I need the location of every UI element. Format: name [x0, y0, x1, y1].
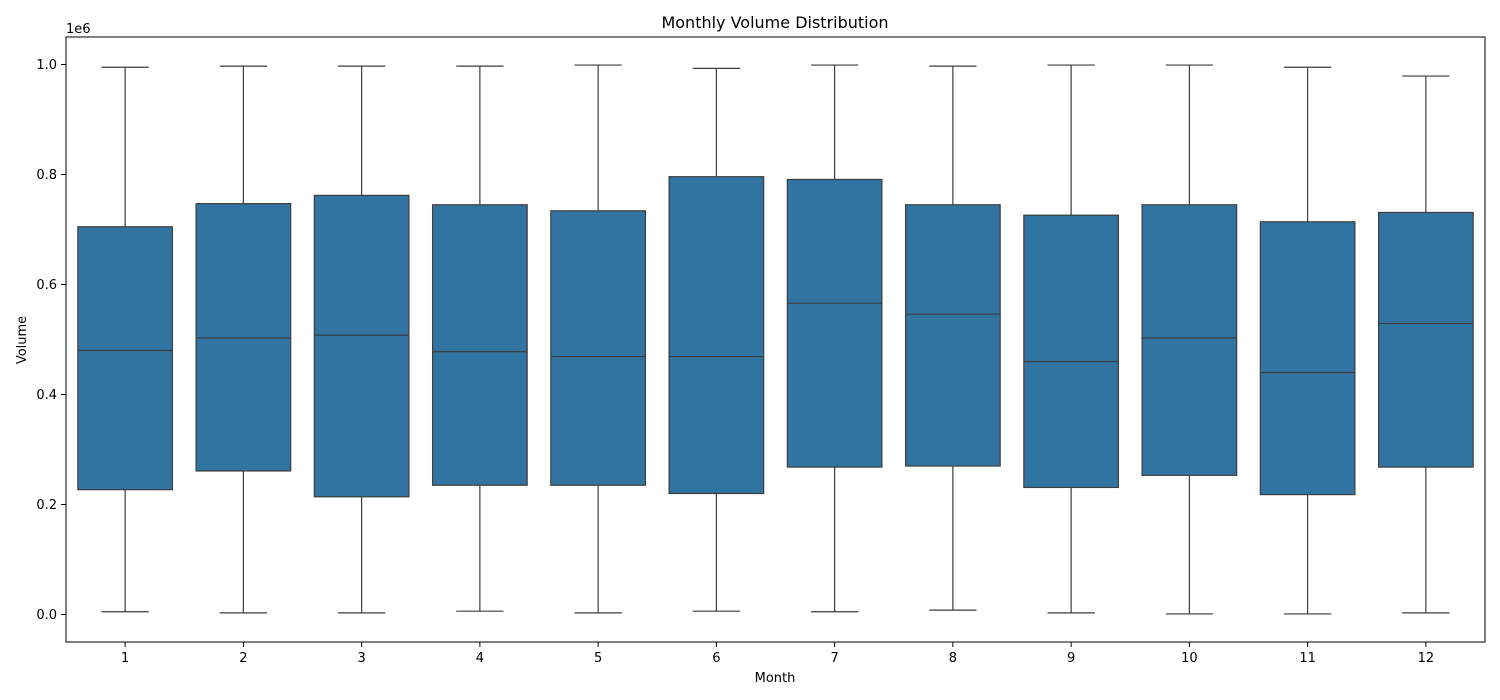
chart-title: Monthly Volume Distribution: [661, 13, 888, 32]
x-tick-label: 2: [239, 651, 247, 666]
box-iqr: [77, 226, 174, 491]
x-axis-label: Month: [755, 671, 796, 686]
box-iqr: [668, 176, 765, 495]
box-iqr: [313, 194, 410, 498]
box-iqr: [550, 210, 647, 486]
y-tick-label: 1.0: [36, 58, 57, 73]
x-tick-label: 5: [594, 651, 602, 666]
box-iqr: [904, 204, 1001, 467]
x-tick-label: 9: [1067, 651, 1075, 666]
box-iqr: [1023, 214, 1120, 489]
x-tick-label: 1: [121, 651, 129, 666]
y-tick-label: 0.6: [36, 278, 57, 293]
plot-frame: [65, 36, 1486, 643]
y-tick-label: 0.8: [36, 168, 57, 183]
box-iqr: [1141, 204, 1238, 476]
y-axis-label: Volume: [15, 316, 30, 364]
box-iqr: [1377, 211, 1474, 468]
y-tick-label: 0.0: [36, 608, 57, 623]
x-tick-label: 6: [712, 651, 720, 666]
plot-area: 0.00.20.40.60.81.01 2 3 4 5 6 7 8 9 10 11 12: [36, 36, 1486, 666]
box-iqr: [1259, 221, 1356, 496]
box-iqr: [431, 204, 528, 486]
x-tick-label: 12: [1418, 651, 1435, 666]
x-tick-label: 3: [357, 651, 365, 666]
x-tick-label: 7: [830, 651, 838, 666]
x-tick-label: 10: [1181, 651, 1198, 666]
y-tick-label: 0.4: [36, 388, 57, 403]
y-axis-offset-label: 1e6: [66, 22, 91, 37]
box-iqr: [786, 178, 883, 468]
x-tick-label: 4: [476, 651, 484, 666]
y-tick-label: 0.2: [36, 498, 57, 513]
x-tick-label: 11: [1299, 651, 1316, 666]
x-tick-label: 8: [949, 651, 957, 666]
